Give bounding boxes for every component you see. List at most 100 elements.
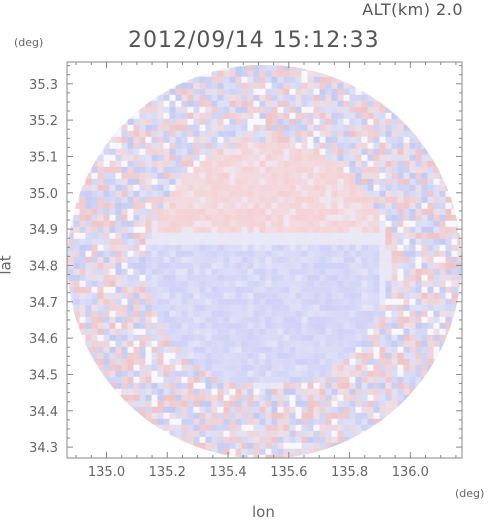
heatmap-cell [319,166,326,173]
heatmap-cell [115,388,122,395]
heatmap-cell [439,304,446,311]
heatmap-cell [415,370,422,377]
heatmap-cell [271,448,278,455]
heatmap-cell [277,280,284,287]
heatmap-cell [289,94,296,101]
heatmap-cell [211,286,218,293]
heatmap-cell [307,388,314,395]
heatmap-cell [79,328,86,335]
heatmap-cell [361,220,368,227]
heatmap-cell [247,370,254,377]
heatmap-cell [355,208,362,215]
heatmap-cell [97,292,104,299]
heatmap-cell [319,376,326,383]
heatmap-cell [337,130,344,137]
heatmap-cell [193,94,200,101]
heatmap-cell [427,208,434,215]
heatmap-cell [103,214,110,221]
heatmap-cell [307,274,314,281]
heatmap-cell [133,190,140,197]
heatmap-cell [127,352,134,359]
heatmap-cell [319,400,326,407]
heatmap-cell [253,76,260,83]
heatmap-cell [355,202,362,209]
heatmap-cell [337,334,344,341]
heatmap-cell [427,346,434,353]
heatmap-cell [349,292,356,299]
heatmap-cell [337,256,344,263]
heatmap-cell [217,136,224,143]
heatmap-cell [343,430,350,437]
heatmap-cell [169,136,176,143]
heatmap-cell [313,400,320,407]
heatmap-cell [349,100,356,107]
heatmap-cell [241,400,248,407]
heatmap-cell [349,352,356,359]
heatmap-cell [295,328,302,335]
heatmap-cell [301,394,308,401]
heatmap-cell [127,148,134,155]
x-tick-label: 135.4 [209,465,246,480]
heatmap-cell [133,184,140,191]
heatmap-cell [91,208,98,215]
heatmap-cell [241,268,248,275]
heatmap-cell [169,184,176,191]
heatmap-cell [439,328,446,335]
heatmap-cell [163,388,170,395]
heatmap-cell [181,232,188,239]
heatmap-cell [277,430,284,437]
heatmap-cell [313,70,320,77]
heatmap-cell [193,208,200,215]
heatmap-cell [205,430,212,437]
heatmap-cell [151,400,158,407]
heatmap-cell [139,148,146,155]
heatmap-cell [397,382,404,389]
heatmap-cell [409,304,416,311]
heatmap-cell [163,166,170,173]
heatmap-cell [73,214,80,221]
heatmap-cell [349,430,356,437]
heatmap-cell [289,424,296,431]
heatmap-cell [295,130,302,137]
heatmap-cell [313,262,320,269]
heatmap-cell [217,214,224,221]
heatmap-cell [421,268,428,275]
heatmap-cell [169,130,176,137]
heatmap-cell [289,370,296,377]
heatmap-cell [169,280,176,287]
heatmap-cell [307,136,314,143]
heatmap-cell [151,310,158,317]
heatmap-cell [307,334,314,341]
heatmap-cell [223,286,230,293]
heatmap-cell [397,328,404,335]
heatmap-cell [277,238,284,245]
heatmap-cell [355,124,362,131]
heatmap-cell [217,310,224,317]
heatmap-cell [73,304,80,311]
heatmap-cell [121,202,128,209]
heatmap-cell [289,190,296,197]
heatmap-cell [253,88,260,95]
heatmap-cell [355,88,362,95]
heatmap-cell [223,262,230,269]
heatmap-cell [301,424,308,431]
heatmap-cell [403,196,410,203]
heatmap-cell [247,334,254,341]
heatmap-cell [391,358,398,365]
heatmap-cell [151,232,158,239]
heatmap-cell [253,424,260,431]
heatmap-cell [391,328,398,335]
heatmap-cell [337,148,344,155]
heatmap-cell [391,196,398,203]
heatmap-cell [127,166,134,173]
heatmap-cell [109,136,116,143]
heatmap-cell [295,190,302,197]
heatmap-cell [193,142,200,149]
heatmap-cell [205,322,212,329]
heatmap-cell [379,394,386,401]
heatmap-cell [367,388,374,395]
heatmap-cell [265,268,272,275]
heatmap-cell [385,400,392,407]
heatmap-cell [331,412,338,419]
y-tick-label: 34.5 [29,368,58,383]
